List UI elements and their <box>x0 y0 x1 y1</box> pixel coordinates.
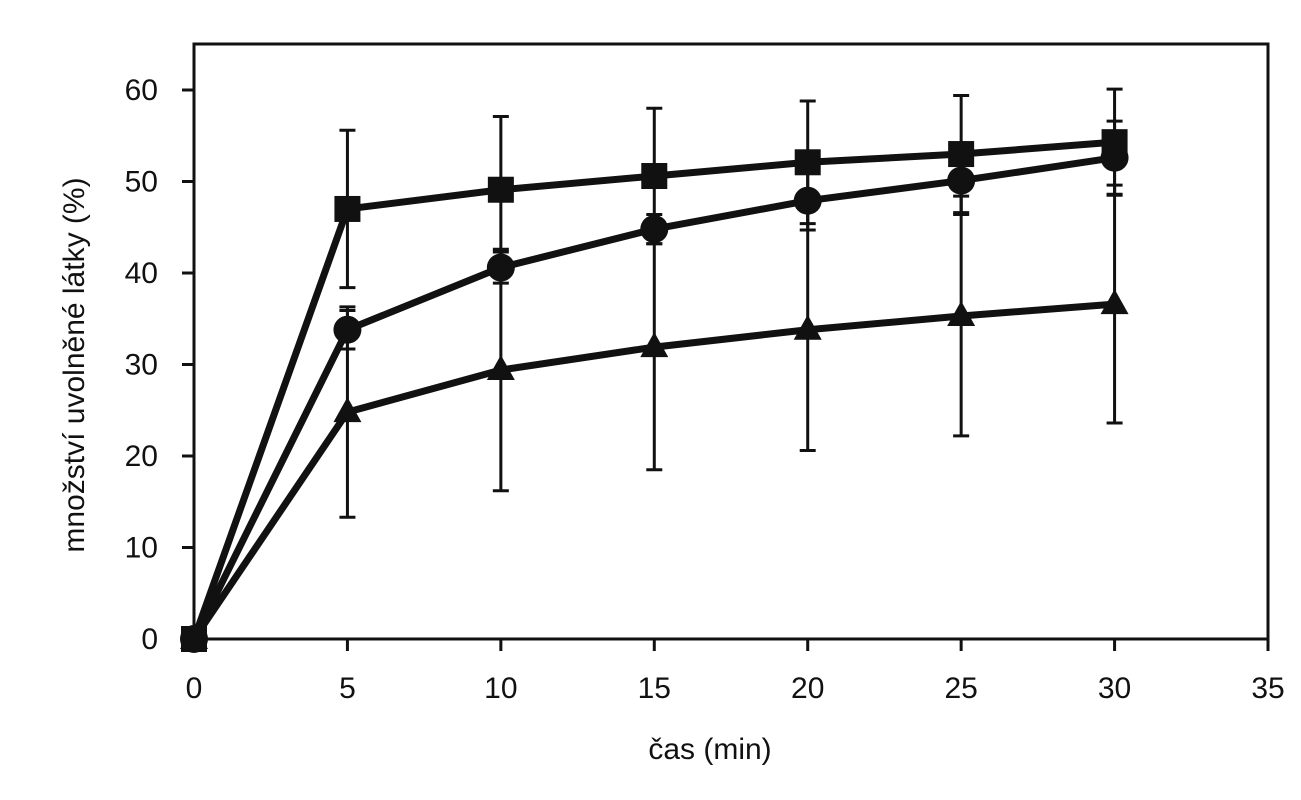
series-markers <box>180 129 1129 653</box>
data-point-circle <box>486 253 515 282</box>
data-point-circle <box>947 166 976 195</box>
y-tick-label: 0 <box>141 623 158 656</box>
y-tick-label: 50 <box>125 166 158 199</box>
data-point-square <box>334 195 361 222</box>
y-tick-label: 40 <box>125 257 158 290</box>
x-tick-label: 30 <box>1098 672 1131 705</box>
y-axis-title: množství uvolněné látky (%) <box>58 177 91 552</box>
x-tick-label: 35 <box>1251 672 1284 705</box>
data-point-square <box>794 149 821 176</box>
y-tick-label: 30 <box>125 349 158 382</box>
x-tick-label: 10 <box>484 672 517 705</box>
data-point-square <box>487 176 514 203</box>
data-point-square <box>948 141 975 168</box>
x-tick-label: 0 <box>186 672 203 705</box>
data-point-triangle <box>486 354 515 380</box>
data-point-circle <box>333 315 362 344</box>
data-point-triangle <box>180 624 208 649</box>
x-axis-title: čas (min) <box>648 733 771 766</box>
y-tick-label: 10 <box>125 532 158 565</box>
x-tick-label: 15 <box>638 672 671 705</box>
data-point-square <box>641 163 668 190</box>
x-tick-label: 20 <box>791 672 824 705</box>
axis-ticks: 0 5 10 15 20 25 30 35 0 10 20 30 40 50 60 <box>125 74 1285 705</box>
data-point-triangle <box>640 332 669 358</box>
data-point-triangle <box>333 397 362 423</box>
y-tick-label: 20 <box>125 440 158 473</box>
data-point-circle <box>640 215 669 244</box>
data-point-triangle <box>947 301 976 327</box>
data-point-circle <box>1100 143 1129 172</box>
x-tick-label: 5 <box>339 672 356 705</box>
data-point-triangle <box>793 314 822 340</box>
y-tick-label: 60 <box>125 74 158 107</box>
data-point-circle <box>793 186 822 215</box>
x-tick-label: 25 <box>944 672 977 705</box>
data-point-triangle <box>1100 289 1129 315</box>
plot-frame <box>192 42 1270 641</box>
